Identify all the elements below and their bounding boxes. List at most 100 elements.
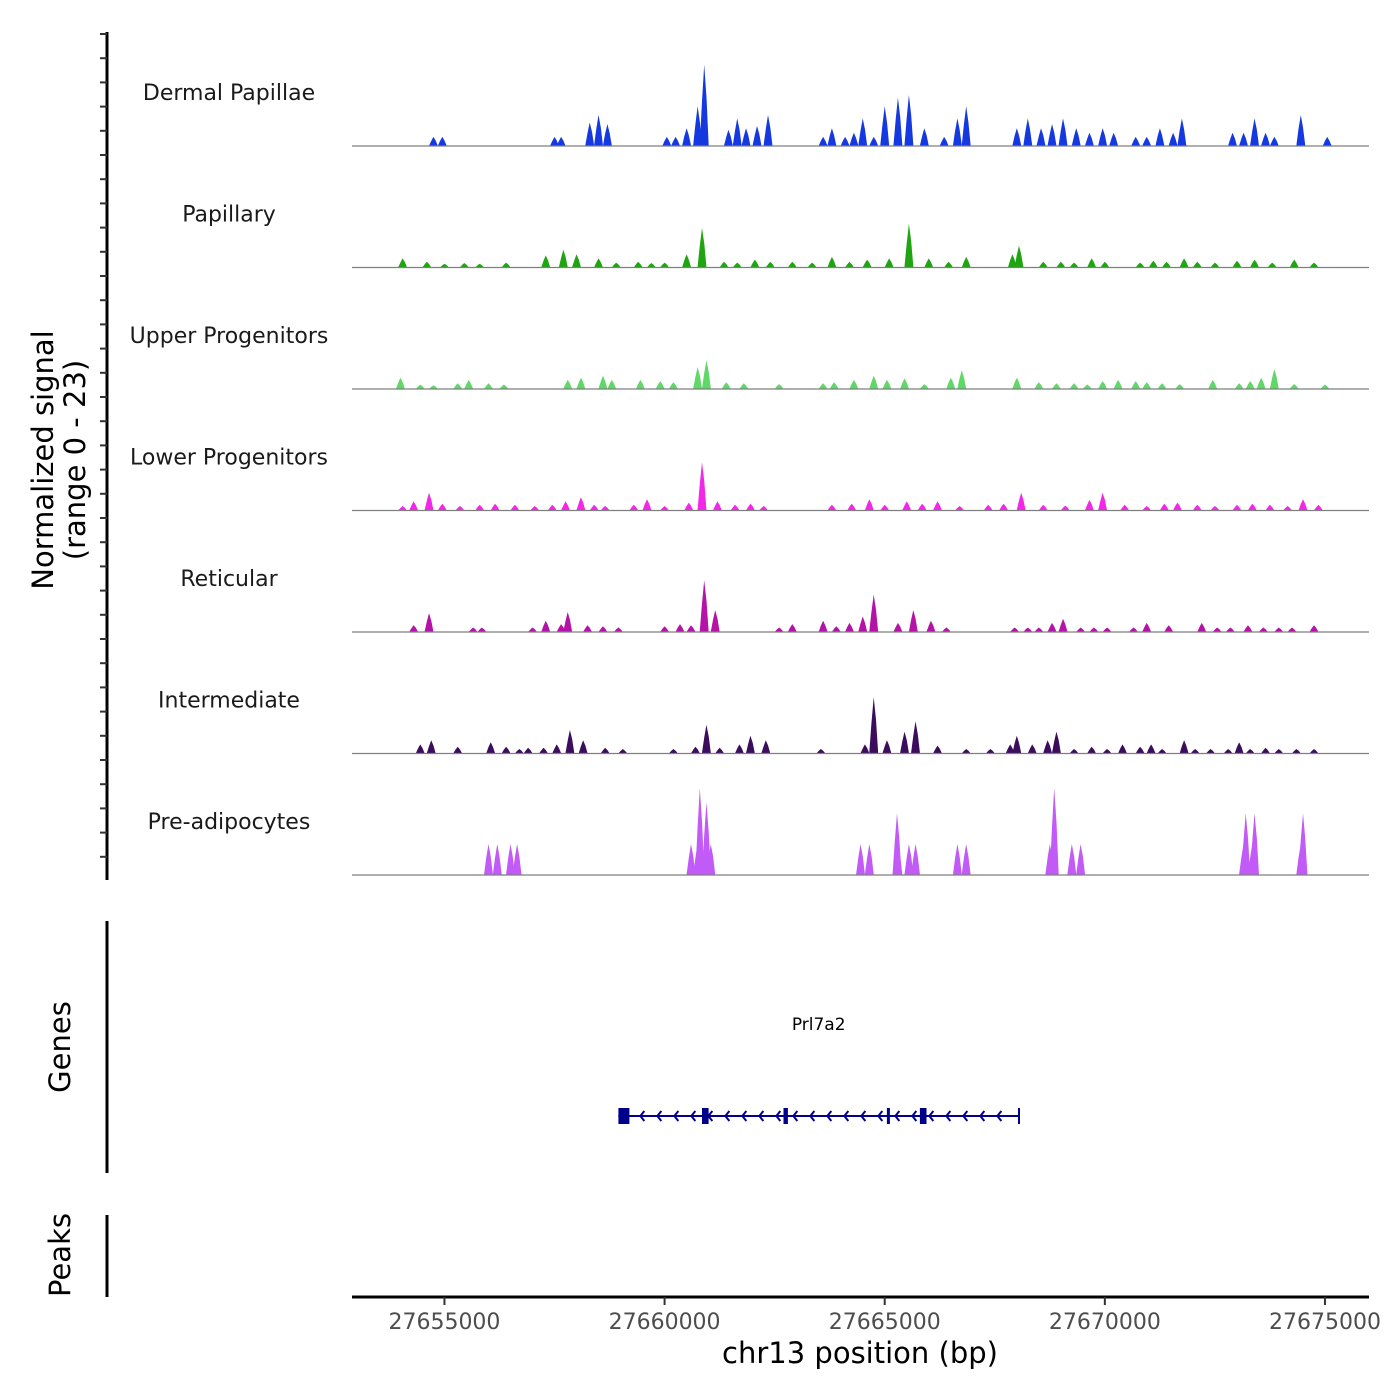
strand-arrow bbox=[894, 1110, 901, 1122]
signal-peak bbox=[1232, 260, 1242, 268]
signal-peak bbox=[827, 504, 837, 511]
signal-peak bbox=[1135, 262, 1145, 268]
signal-peak bbox=[693, 106, 703, 146]
signal-peak bbox=[1190, 749, 1200, 754]
gene-name-label: Prl7a2 bbox=[792, 1015, 846, 1035]
strand-arrow bbox=[826, 1110, 833, 1122]
signal-peak bbox=[1016, 492, 1026, 511]
signal-peak bbox=[1168, 132, 1178, 146]
signal-peak bbox=[1232, 504, 1242, 511]
signal-peak bbox=[428, 385, 438, 389]
coverage-tracks: Dermal Papillae Papillary Upper Progenitor… bbox=[130, 64, 1369, 876]
signal-peak bbox=[1250, 259, 1259, 268]
x-tick-label: 27655000 bbox=[388, 1310, 500, 1335]
signal-peak bbox=[701, 802, 711, 875]
signal-peak bbox=[541, 620, 551, 632]
signal-peak bbox=[556, 136, 566, 146]
signal-peak bbox=[510, 504, 520, 511]
signal-peak bbox=[1245, 749, 1255, 754]
x-tick-label: 27675000 bbox=[1269, 1310, 1381, 1335]
signal-peak bbox=[1071, 128, 1081, 146]
signal-peak bbox=[712, 501, 722, 511]
signal-peak bbox=[858, 118, 868, 146]
signal-peak bbox=[1135, 746, 1145, 754]
track-lower-progenitors: Lower Progenitors bbox=[130, 446, 1369, 512]
signal-peak bbox=[787, 624, 797, 632]
strand-arrow bbox=[979, 1110, 986, 1122]
signal-peak bbox=[1012, 735, 1022, 754]
signal-peak bbox=[550, 136, 559, 146]
signal-peak bbox=[1084, 499, 1094, 511]
strand-arrow bbox=[877, 1110, 884, 1122]
signal-peak bbox=[759, 506, 769, 511]
signal-peak bbox=[1023, 118, 1033, 146]
signal-peak bbox=[1142, 622, 1152, 632]
signal-peak bbox=[858, 616, 868, 632]
signal-peak bbox=[900, 378, 909, 389]
signal-peak bbox=[1192, 261, 1202, 268]
signal-peak bbox=[675, 624, 685, 632]
signal-peak bbox=[882, 379, 892, 389]
signal-peak bbox=[1069, 383, 1079, 389]
signal-peak bbox=[1102, 627, 1112, 632]
signal-peak bbox=[1247, 503, 1257, 511]
signal-peak bbox=[1296, 115, 1306, 146]
signal-peak bbox=[741, 128, 751, 146]
signal-peak bbox=[1131, 136, 1141, 146]
signal-peak bbox=[486, 742, 496, 754]
signal-peak bbox=[576, 497, 586, 511]
signal-peak bbox=[1250, 813, 1259, 875]
strand-arrow bbox=[860, 1110, 867, 1122]
signal-peak bbox=[845, 261, 854, 268]
signal-peak bbox=[1223, 749, 1233, 754]
strand-arrow bbox=[656, 1110, 663, 1122]
signal-peak bbox=[847, 503, 857, 511]
signal-peak bbox=[1142, 382, 1152, 389]
signal-peak bbox=[831, 626, 841, 632]
signal-peak bbox=[541, 255, 551, 268]
signal-peak bbox=[635, 379, 645, 389]
signal-peak bbox=[774, 627, 784, 632]
signal-peak bbox=[409, 625, 419, 632]
signal-peak bbox=[697, 227, 707, 268]
signal-peak bbox=[1118, 744, 1127, 754]
signal-peak bbox=[690, 746, 700, 754]
signal-peak bbox=[904, 223, 914, 268]
signal-peak bbox=[499, 384, 509, 389]
signal-peak bbox=[398, 506, 408, 511]
signal-peak bbox=[453, 746, 463, 754]
gene-exon bbox=[783, 1108, 788, 1124]
signal-peak bbox=[1269, 136, 1279, 146]
signal-peak bbox=[862, 259, 872, 268]
signal-peak bbox=[686, 625, 696, 632]
signal-peak bbox=[618, 749, 628, 754]
signal-peak bbox=[985, 749, 995, 754]
signal-peak bbox=[1289, 259, 1299, 268]
signal-peak bbox=[856, 844, 865, 875]
signal-peak bbox=[752, 126, 762, 146]
signal-peak bbox=[1142, 506, 1152, 511]
signal-peak bbox=[919, 128, 929, 146]
signal-peak bbox=[908, 610, 918, 632]
signal-peak bbox=[484, 844, 493, 875]
signal-peak bbox=[1309, 262, 1319, 268]
signal-peak bbox=[1023, 627, 1033, 632]
signal-peak bbox=[1109, 132, 1119, 146]
coverage-y-axis bbox=[100, 32, 109, 880]
signal-peak bbox=[818, 383, 828, 389]
strand-arrow bbox=[724, 1110, 731, 1122]
track-label: Papillary bbox=[182, 203, 276, 228]
signal-peak bbox=[860, 744, 870, 754]
signal-peak bbox=[739, 383, 749, 389]
signal-peak bbox=[1069, 749, 1079, 754]
track-intermediate: Intermediate bbox=[158, 689, 1369, 755]
signal-peak bbox=[437, 503, 447, 511]
signal-peak bbox=[589, 504, 599, 511]
signal-peak bbox=[547, 504, 557, 511]
signal-peak bbox=[1206, 749, 1215, 754]
signal-peak bbox=[829, 382, 839, 389]
signal-peak bbox=[1010, 627, 1020, 632]
signal-peak bbox=[869, 136, 879, 146]
signal-peak bbox=[1239, 132, 1248, 146]
signal-peak bbox=[697, 462, 707, 511]
